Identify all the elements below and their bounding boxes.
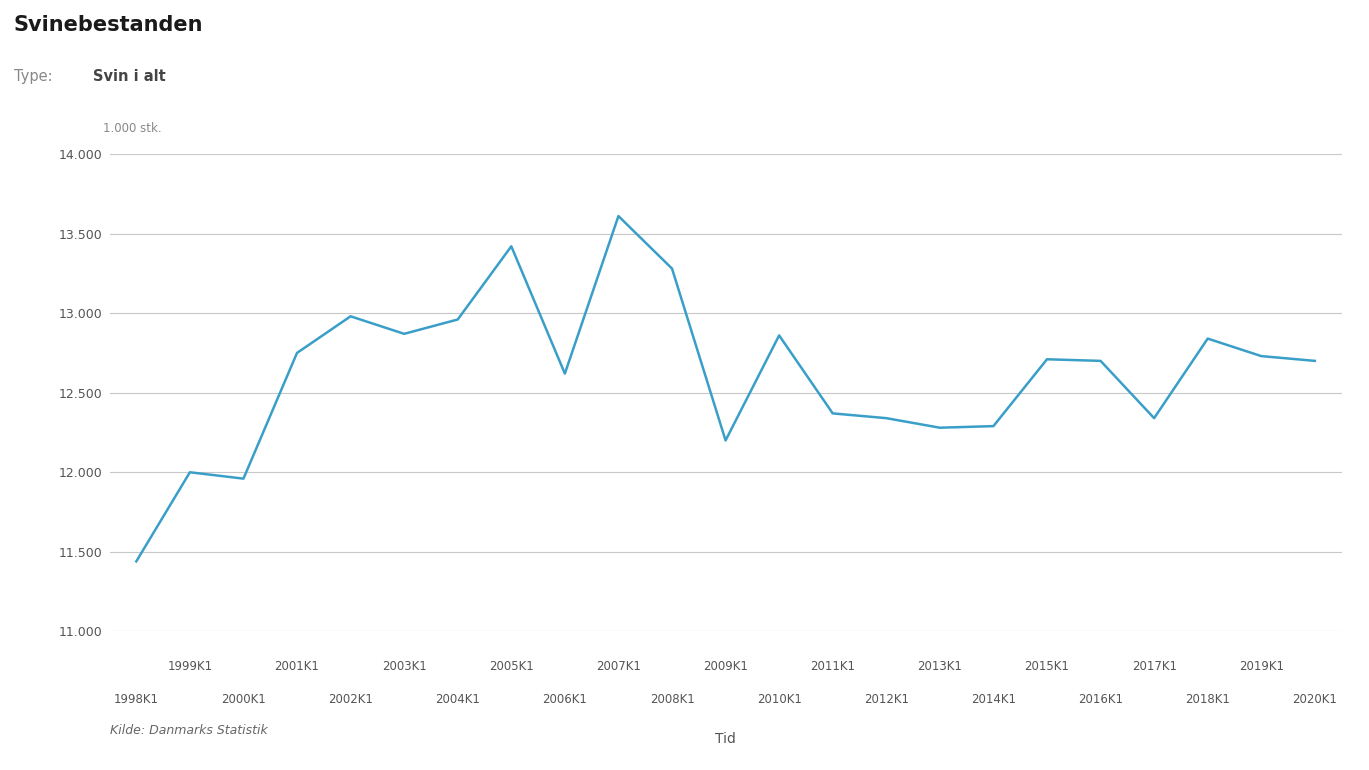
Text: 2012K1: 2012K1 <box>864 694 909 706</box>
Text: 2004K1: 2004K1 <box>435 694 481 706</box>
Text: 2019K1: 2019K1 <box>1239 660 1284 673</box>
Text: 2009K1: 2009K1 <box>704 660 747 673</box>
Text: 2005K1: 2005K1 <box>489 660 534 673</box>
Text: 2002K1: 2002K1 <box>329 694 372 706</box>
Text: 2018K1: 2018K1 <box>1186 694 1231 706</box>
Text: 1998K1: 1998K1 <box>114 694 159 706</box>
Text: 2000K1: 2000K1 <box>220 694 266 706</box>
Text: 2006K1: 2006K1 <box>542 694 587 706</box>
Text: 2010K1: 2010K1 <box>757 694 802 706</box>
Text: 2014K1: 2014K1 <box>971 694 1016 706</box>
Text: 2011K1: 2011K1 <box>810 660 856 673</box>
Text: 2001K1: 2001K1 <box>275 660 319 673</box>
Text: 2013K1: 2013K1 <box>917 660 962 673</box>
Text: Tid: Tid <box>715 732 737 745</box>
Text: 2003K1: 2003K1 <box>382 660 427 673</box>
Text: 1.000 stk.: 1.000 stk. <box>104 122 162 135</box>
Text: Svinebestanden: Svinebestanden <box>14 15 203 35</box>
Text: 2007K1: 2007K1 <box>596 660 641 673</box>
Text: 2020K1: 2020K1 <box>1292 694 1338 706</box>
Text: 2017K1: 2017K1 <box>1132 660 1176 673</box>
Text: 2015K1: 2015K1 <box>1024 660 1069 673</box>
Text: 1999K1: 1999K1 <box>167 660 212 673</box>
Text: 2016K1: 2016K1 <box>1077 694 1123 706</box>
Text: Type:: Type: <box>14 69 62 84</box>
Text: Kilde: Danmarks Statistik: Kilde: Danmarks Statistik <box>110 724 267 737</box>
Text: 2008K1: 2008K1 <box>650 694 694 706</box>
Text: Svin i alt: Svin i alt <box>93 69 166 84</box>
